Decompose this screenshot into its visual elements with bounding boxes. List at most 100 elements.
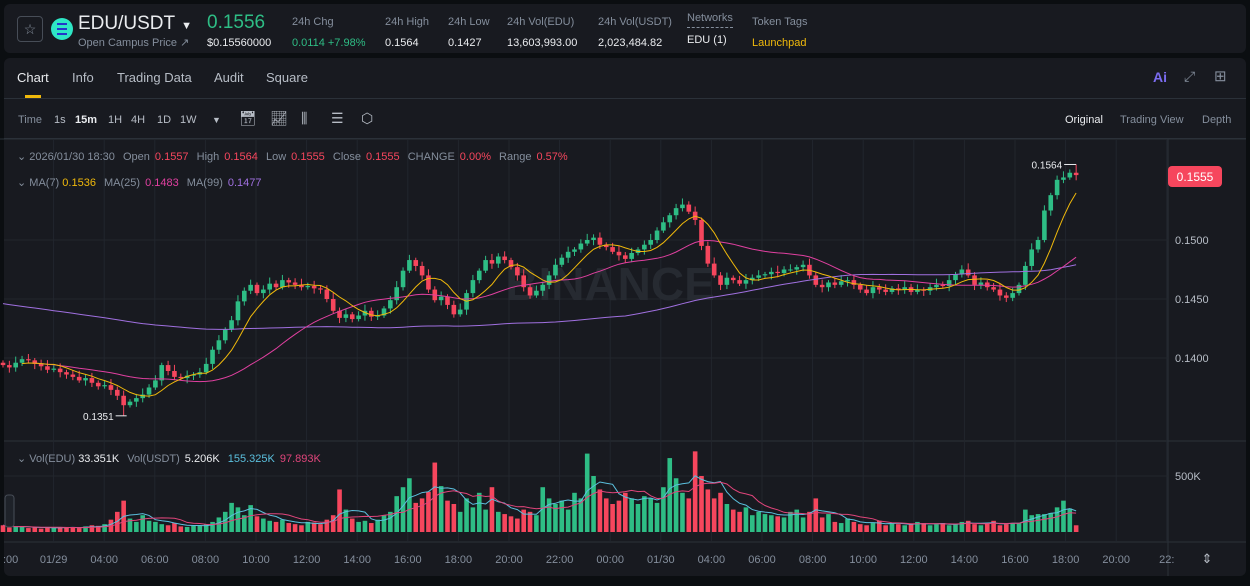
edu-coin-logo xyxy=(51,18,73,40)
volume-bar xyxy=(381,515,387,532)
view-trading-view[interactable]: Trading View xyxy=(1120,114,1184,126)
time-tick-label: 04:00 xyxy=(698,554,726,566)
coin-price-link[interactable]: Open Campus Price ↗ xyxy=(78,37,190,49)
candle-body xyxy=(476,270,482,281)
volume-bar xyxy=(324,519,330,532)
volume-bar xyxy=(375,519,380,532)
candle-body xyxy=(559,257,565,265)
candle-body xyxy=(889,288,895,292)
volume-bar xyxy=(699,476,704,532)
view-depth[interactable]: Depth xyxy=(1202,114,1232,126)
candle-body xyxy=(388,300,393,309)
calendar-icon[interactable]: 📅︎ xyxy=(239,110,257,126)
time-tick-label: 22: xyxy=(1159,554,1174,566)
candle-body xyxy=(273,283,279,288)
volume-bar xyxy=(692,451,698,532)
volume-bar xyxy=(26,528,31,532)
candle-body xyxy=(70,374,76,377)
time-tick-label: 14:00 xyxy=(343,554,371,566)
time-tick-label: 06:00 xyxy=(748,554,776,566)
volume-bar xyxy=(57,527,63,532)
candle-body xyxy=(750,277,755,281)
chart-panel: Chart Info Trading Data Audit Square Ai … xyxy=(4,58,1246,576)
volume-bar xyxy=(146,520,152,532)
candle-body xyxy=(699,219,704,246)
candle-body xyxy=(946,280,952,287)
candle-body xyxy=(267,283,272,290)
stat-networks[interactable]: Networks EDU (1) xyxy=(687,12,733,46)
tab-chart[interactable]: Chart xyxy=(17,70,49,98)
hexagon-settings-icon[interactable]: ⬡ xyxy=(361,110,374,126)
interval-1d[interactable]: 1D xyxy=(157,114,172,126)
settings-list-icon[interactable]: ☰ xyxy=(331,110,344,126)
volume-bar xyxy=(191,525,196,532)
interval-15m[interactable]: 15m xyxy=(75,114,98,126)
volume-bar xyxy=(140,515,145,532)
tab-trading-data[interactable]: Trading Data xyxy=(117,70,192,85)
volume-bar xyxy=(527,511,533,532)
time-tick-label: 18:00 xyxy=(1052,554,1080,566)
candle-type-icon[interactable]: ⫼ xyxy=(301,110,308,126)
candle-body xyxy=(483,260,488,271)
layout-grid-icon[interactable]: ⊞ xyxy=(1214,68,1227,85)
volume-bar xyxy=(775,516,780,532)
volume-bar xyxy=(369,523,374,532)
candle-body xyxy=(102,385,107,387)
candle-body xyxy=(362,310,368,316)
volume-bar xyxy=(521,509,526,532)
volume-bar xyxy=(838,523,844,532)
more-intervals-chevron-icon[interactable]: ▼ xyxy=(212,115,221,125)
interval-4h[interactable]: 4H xyxy=(131,114,146,126)
volume-bar xyxy=(978,525,984,532)
volume-bar xyxy=(51,528,57,532)
candle-body xyxy=(305,286,311,288)
interval-1s[interactable]: 1s xyxy=(54,114,66,126)
volume-bar xyxy=(877,520,882,532)
candle-body xyxy=(553,264,558,276)
launchpad-tag[interactable]: Launchpad xyxy=(752,37,807,49)
tab-square[interactable]: Square xyxy=(266,70,308,85)
view-original[interactable]: Original xyxy=(1065,114,1103,126)
candle-body xyxy=(1029,249,1034,266)
scroll-left-handle[interactable] xyxy=(4,494,15,528)
volume-bar xyxy=(635,504,641,532)
volume-bar xyxy=(45,526,50,532)
volume-bar xyxy=(1073,525,1079,532)
interval-1h[interactable]: 1H xyxy=(108,114,123,126)
candle-body xyxy=(654,230,660,240)
tab-info[interactable]: Info xyxy=(72,70,94,85)
indicator-chart-icon[interactable]: 📈︎ xyxy=(270,110,288,126)
candle-body xyxy=(997,289,1003,296)
current-price-tag xyxy=(1168,166,1222,187)
volume-bar xyxy=(572,492,577,532)
volume-bar xyxy=(483,509,488,532)
time-tick-label: 08:00 xyxy=(799,554,827,566)
candle-body xyxy=(521,275,526,288)
volume-bar xyxy=(984,523,990,532)
candle-body xyxy=(965,269,971,276)
volume-bar xyxy=(337,489,342,532)
candle-body xyxy=(819,284,825,288)
candle-body xyxy=(667,215,673,223)
candle-body xyxy=(648,240,653,245)
candle-body xyxy=(229,320,234,330)
candle-body xyxy=(724,277,730,285)
tab-audit[interactable]: Audit xyxy=(214,70,244,85)
candle-body xyxy=(146,387,152,395)
volume-bar xyxy=(102,524,107,532)
candle-body xyxy=(603,244,609,248)
candle-body xyxy=(673,208,679,216)
ai-icon[interactable]: Ai xyxy=(1153,69,1167,85)
volume-bar xyxy=(203,524,209,532)
candle-body xyxy=(7,365,12,368)
volume-bar xyxy=(394,496,399,532)
auto-scale-icon[interactable]: ⇕ xyxy=(1202,551,1213,566)
interval-1w[interactable]: 1W xyxy=(180,114,197,126)
volume-bar xyxy=(496,511,501,532)
fullscreen-icon[interactable]: ⤢ xyxy=(1184,68,1196,84)
candle-body xyxy=(57,368,63,373)
pair-selector[interactable]: EDU/USDT ▼ xyxy=(78,13,192,35)
volume-bar xyxy=(1035,514,1041,532)
favorite-star-icon[interactable]: ☆ xyxy=(17,16,43,42)
